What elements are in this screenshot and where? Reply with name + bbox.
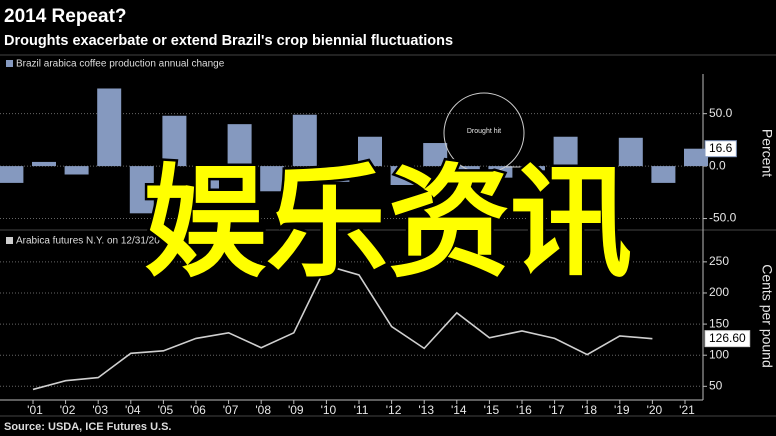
bar <box>129 166 154 214</box>
x-tick-label: '18 <box>581 403 597 417</box>
bar <box>162 115 187 167</box>
x-tick-label: '16 <box>516 403 532 417</box>
y-tick-label: 100 <box>709 347 729 361</box>
y-tick-label: 200 <box>709 285 729 299</box>
x-tick-label: '09 <box>288 403 304 417</box>
bar <box>227 124 252 167</box>
x-tick-label: '02 <box>60 403 76 417</box>
source: Source: USDA, ICE Futures U.S. <box>4 421 171 433</box>
bar <box>292 114 317 167</box>
y-tick-label: 50 <box>709 378 723 392</box>
legend-swatch <box>6 60 13 67</box>
legend-label: Brazil arabica coffee production annual … <box>16 59 225 70</box>
y-tick-label: 250 <box>709 254 729 268</box>
y-axis-label: Cents per pound <box>759 264 775 368</box>
bar <box>423 143 448 167</box>
value-label-box: 126.60 <box>704 330 751 348</box>
value-label: 126.60 <box>709 331 746 345</box>
bar <box>455 166 480 181</box>
bar <box>553 136 578 167</box>
y-tick-label: -50.0 <box>709 211 737 225</box>
bar <box>390 166 415 185</box>
y-tick-label: 0.0 <box>709 158 726 172</box>
x-tick-label: '17 <box>549 403 565 417</box>
annotation-circle <box>443 92 525 174</box>
x-tick-label: '20 <box>647 403 663 417</box>
x-tick-label: '03 <box>92 403 108 417</box>
bar <box>618 137 643 167</box>
bar <box>0 166 24 183</box>
annotation: Drought hit <box>467 128 501 135</box>
value-label-box: 16.6 <box>704 140 737 158</box>
bar <box>64 166 89 175</box>
bar <box>586 166 611 180</box>
bar <box>260 166 285 192</box>
x-tick-label: '01 <box>27 403 43 417</box>
x-tick-label: '14 <box>451 403 467 417</box>
value-label-bg <box>704 330 751 348</box>
bar <box>488 166 513 178</box>
bar <box>32 161 56 167</box>
y-tick-label: 50.0 <box>709 106 733 120</box>
x-tick-label: '05 <box>158 403 174 417</box>
x-tick-label: '11 <box>354 403 369 417</box>
chart-title: 2014 Repeat? <box>4 6 127 27</box>
bar <box>195 166 219 198</box>
bar <box>684 148 708 167</box>
bar <box>521 166 545 171</box>
x-tick-label: '10 <box>321 403 337 417</box>
x-tick-label: '04 <box>125 403 141 417</box>
y-tick-label: 150 <box>709 316 729 330</box>
line <box>32 264 653 391</box>
x-tick-label: '08 <box>255 403 271 417</box>
x-tick-label: '15 <box>484 403 500 417</box>
chart-subtitle: Droughts exacerbate or extend Brazil's c… <box>4 33 453 49</box>
x-tick-label: '12 <box>386 403 402 417</box>
watermark: 娱乐资讯 <box>144 152 632 294</box>
x-tick-label: '06 <box>190 403 206 417</box>
legend-swatch <box>6 237 13 244</box>
bar <box>97 88 122 167</box>
bar <box>358 136 382 167</box>
bar <box>651 166 676 183</box>
value-label: 16.6 <box>709 141 733 155</box>
x-tick-label: '19 <box>614 403 630 417</box>
value-label-bg <box>704 140 737 158</box>
y-axis-label: Percent <box>759 129 775 177</box>
x-tick-label: '13 <box>418 403 434 417</box>
x-tick-label: '07 <box>223 403 239 417</box>
bar <box>325 166 350 182</box>
x-tick-label: '21 <box>679 403 695 417</box>
legend-label: Arabica futures N.Y. on 12/31/20 <box>16 236 160 247</box>
